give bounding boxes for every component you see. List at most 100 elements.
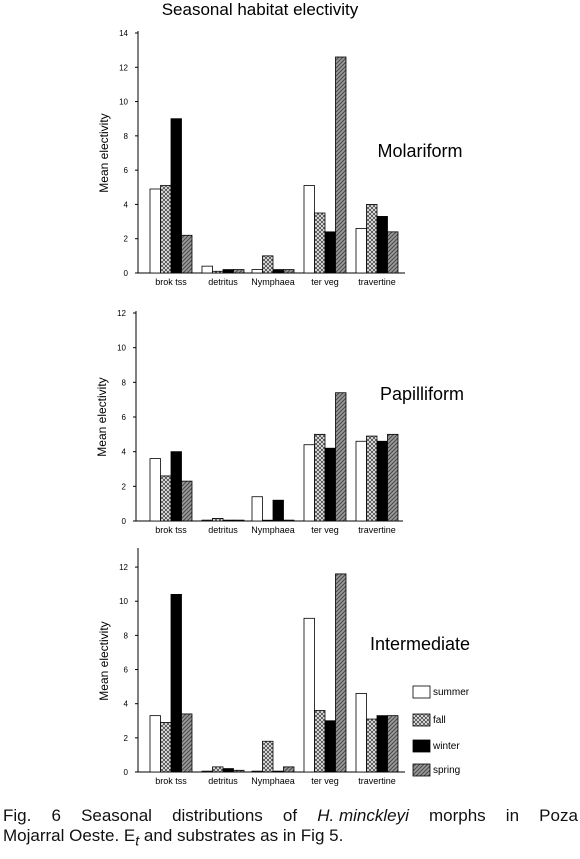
legend-label: spring — [433, 765, 460, 776]
x-tick-label: brok tss — [155, 525, 187, 535]
x-tick-label: ter veg — [311, 776, 339, 786]
bar-spring — [335, 573, 347, 773]
bar-fall — [262, 519, 274, 522]
y-tick-label: 2 — [124, 235, 129, 244]
bar-summer — [355, 693, 367, 773]
figure-caption: Fig. 6 Seasonal distributions of H. minc… — [3, 806, 578, 851]
bar-spring — [387, 231, 399, 274]
y-axis-label: Mean electivity — [97, 621, 111, 700]
x-tick-label: ter veg — [311, 277, 339, 287]
bar-fall — [212, 766, 224, 773]
panel-title: Papilliform — [380, 384, 464, 404]
legend-label: summer — [433, 687, 470, 698]
legend-swatch-fall — [412, 713, 431, 727]
y-tick-label: 8 — [122, 378, 127, 387]
caption-word: in — [505, 806, 520, 825]
bar-summer — [251, 496, 263, 522]
y-tick-label: 6 — [124, 166, 129, 175]
bar-winter — [222, 519, 234, 522]
y-tick-label: 12 — [119, 563, 128, 572]
bar-fall — [262, 255, 274, 274]
bar-summer — [201, 770, 213, 773]
caption-word: of — [282, 806, 298, 825]
bar-spring — [283, 519, 295, 522]
bar-spring — [233, 769, 245, 773]
bar-winter — [272, 499, 284, 522]
y-tick-label: 2 — [124, 734, 129, 743]
bar-fall — [314, 212, 326, 274]
x-tick-label: detritus — [208, 525, 238, 535]
y-tick-label: 10 — [119, 597, 128, 606]
y-tick-label: 6 — [124, 666, 129, 675]
caption-word: morphs — [428, 806, 486, 825]
bar-winter — [170, 118, 182, 274]
bar-spring — [387, 433, 399, 522]
bar-spring — [387, 715, 399, 773]
x-tick-label: brok tss — [155, 776, 187, 786]
bar-fall — [160, 185, 172, 274]
bar-winter — [376, 715, 388, 773]
x-tick-label: travertine — [358, 776, 396, 786]
bar-winter — [376, 440, 388, 522]
y-tick-label: 14 — [119, 29, 128, 38]
y-tick-label: 10 — [117, 344, 126, 353]
x-tick-label: ter veg — [311, 525, 339, 535]
bar-spring — [233, 519, 245, 522]
bar-winter — [222, 269, 234, 274]
y-tick-label: 4 — [122, 448, 127, 457]
figure-title: Seasonal habitat electivity — [161, 0, 359, 19]
bar-winter — [272, 269, 284, 274]
bar-fall — [366, 435, 378, 522]
y-axis-label: Mean electivity — [97, 113, 111, 192]
legend: summer fall winter spring — [412, 685, 470, 777]
legend-swatch-summer — [412, 685, 431, 699]
bar-fall — [262, 740, 274, 773]
bar-winter — [222, 768, 234, 773]
bar-winter — [170, 451, 182, 522]
bar-fall — [314, 710, 326, 773]
x-tick-label: Nymphaea — [251, 525, 295, 535]
legend-label: fall — [433, 715, 446, 726]
bar-fall — [366, 718, 378, 773]
y-tick-label: 6 — [122, 413, 127, 422]
caption-text: and substrates as in Fig 5. — [139, 826, 344, 845]
caption-word: 6 — [51, 806, 61, 825]
bar-spring — [233, 269, 245, 274]
y-tick-label: 12 — [119, 63, 128, 72]
caption-line-2: Mojarral Oeste. Et and substrates as in … — [3, 826, 578, 851]
chart-panel-intermediate: 0 2 4 6 8 10 12 Mean electivity Intermediate brok… — [97, 548, 470, 786]
bar-summer — [303, 444, 315, 522]
y-tick-label: 0 — [124, 768, 129, 777]
y-tick-label: 10 — [119, 98, 128, 107]
bar-summer — [251, 269, 263, 274]
x-tick-label: Nymphaea — [251, 277, 295, 287]
caption-species: H. minckleyi — [317, 806, 409, 825]
bar-summer — [149, 458, 161, 522]
bar-winter — [170, 594, 182, 773]
legend-label: winter — [432, 741, 460, 752]
caption-text: Mojarral Oeste. E — [3, 826, 136, 845]
bar-summer — [355, 440, 367, 522]
x-tick-label: Nymphaea — [251, 776, 295, 786]
bar-fall — [212, 270, 224, 274]
caption-subscript: t — [135, 833, 140, 850]
bar-summer — [149, 188, 161, 274]
y-tick-label: 0 — [124, 269, 129, 278]
bar-spring — [335, 56, 347, 274]
bar-winter — [324, 231, 336, 274]
panel-title: Molariform — [377, 141, 462, 161]
y-tick-label: 4 — [124, 200, 129, 209]
bar-fall — [160, 722, 172, 773]
bar-winter — [324, 447, 336, 522]
bar-summer — [355, 228, 367, 274]
y-tick-label: 0 — [122, 517, 127, 526]
x-tick-label: brok tss — [155, 277, 187, 287]
caption-word: Poza — [539, 806, 578, 825]
y-tick-label: 2 — [122, 482, 127, 491]
x-tick-label: travertine — [358, 277, 396, 287]
legend-swatch-spring — [412, 763, 431, 777]
bar-fall — [212, 518, 224, 522]
x-tick-label: detritus — [208, 277, 238, 287]
bar-spring — [181, 234, 193, 274]
